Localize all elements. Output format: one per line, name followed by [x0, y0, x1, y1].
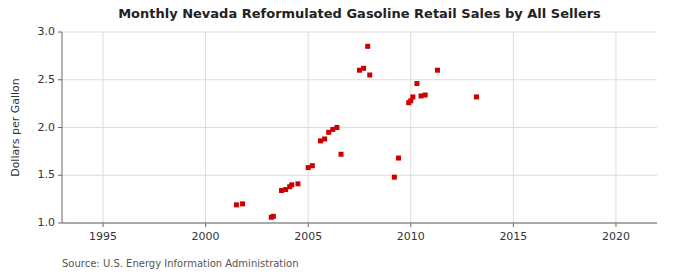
x-grid-line — [513, 32, 514, 223]
point — [392, 175, 397, 180]
y-tick — [58, 32, 62, 33]
x-grid-line — [308, 32, 309, 223]
x-tick-label: 2015 — [499, 230, 527, 243]
x-tick-label: 2020 — [602, 230, 630, 243]
x-grid-line — [410, 32, 411, 223]
point — [295, 181, 300, 186]
y-grid-line — [62, 175, 657, 176]
axes — [58, 32, 657, 227]
y-tick-label: 1.0 — [38, 216, 56, 229]
x-tick — [308, 223, 309, 227]
x-grid-line — [615, 32, 616, 223]
point — [365, 44, 370, 49]
y-tick-label: 3.0 — [38, 25, 56, 38]
title: Monthly Nevada Reformulated Gasoline Ret… — [118, 6, 601, 21]
points — [234, 44, 479, 220]
x-grid-line — [103, 32, 104, 223]
chart: 1.0 1.5 2.0 2.5 3.0 1995 2000 2005 2010 2015 2020 M… — [0, 0, 675, 275]
y-tick — [58, 127, 62, 128]
grid — [62, 32, 657, 223]
x-grid-line — [205, 32, 206, 223]
point — [361, 66, 366, 71]
texts: 1.0 1.5 2.0 2.5 3.0 1995 2000 2005 2010 2015 2020 M… — [9, 6, 630, 269]
point — [435, 68, 440, 73]
x-axis-line — [62, 223, 657, 224]
y-tick-label: 2.0 — [38, 121, 56, 134]
y-tick — [58, 175, 62, 176]
x-tick — [103, 223, 104, 227]
y-axis-label: Dollars per Gallon — [9, 78, 22, 177]
x-tick-label: 2010 — [397, 230, 425, 243]
point — [396, 156, 401, 161]
point — [414, 81, 419, 86]
x-tick-label: 2000 — [192, 230, 220, 243]
y-grid-line — [62, 79, 657, 80]
page: {"chart_data": {"type": "scatter", "titl… — [0, 0, 675, 275]
x-tick — [205, 223, 206, 227]
y-grid-line — [62, 32, 657, 33]
x-tick-label: 1995 — [89, 230, 117, 243]
y-tick — [58, 79, 62, 80]
y-axis-line — [62, 32, 63, 223]
point — [367, 72, 372, 77]
point — [423, 93, 428, 98]
x-tick — [410, 223, 411, 227]
y-grid-line — [62, 223, 657, 224]
point — [271, 214, 276, 219]
y-grid-line — [62, 127, 657, 128]
annotation: Source: U.S. Energy Information Administ… — [62, 258, 299, 269]
point — [339, 152, 344, 157]
point — [322, 136, 327, 141]
point — [289, 182, 294, 187]
point — [410, 94, 415, 99]
y-tick-label: 2.5 — [38, 73, 56, 86]
point — [334, 125, 339, 130]
x-tick — [513, 223, 514, 227]
point — [240, 201, 245, 206]
point — [234, 202, 239, 207]
y-tick-label: 1.5 — [38, 168, 56, 181]
y-tick — [58, 223, 62, 224]
point — [310, 163, 315, 168]
x-tick-label: 2005 — [294, 230, 322, 243]
point — [474, 94, 479, 99]
x-tick — [615, 223, 616, 227]
